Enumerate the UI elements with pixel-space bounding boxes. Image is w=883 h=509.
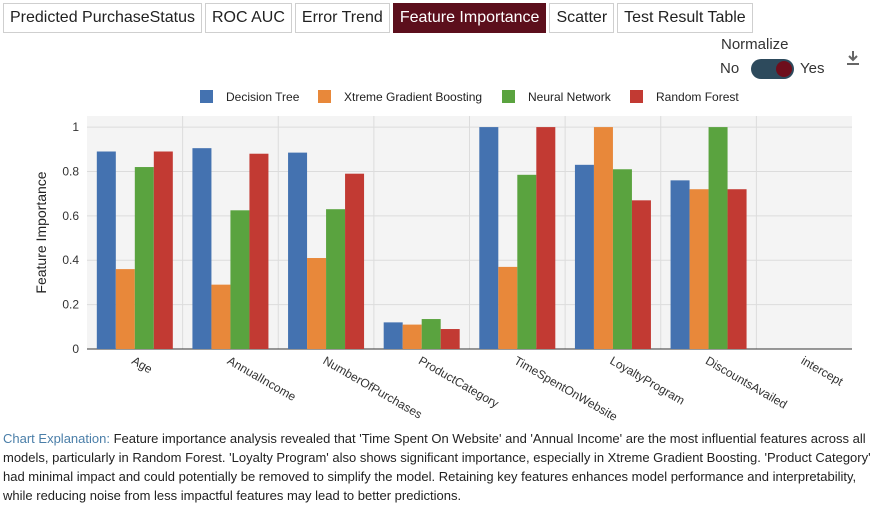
bar xyxy=(421,319,441,349)
bar xyxy=(670,180,690,349)
tab-error-trend[interactable]: Error Trend xyxy=(294,3,390,33)
bar xyxy=(612,169,632,349)
bar xyxy=(249,153,269,349)
tab-roc-auc[interactable]: ROC AUC xyxy=(205,3,292,33)
y-tick-label: 0.4 xyxy=(62,253,79,267)
bar xyxy=(593,127,613,349)
y-tick-label: 0.6 xyxy=(62,209,79,223)
toggle-knob xyxy=(776,61,792,77)
bar xyxy=(288,152,308,349)
legend-swatch xyxy=(318,90,331,103)
tab-bar: Predicted PurchaseStatus ROC AUC Error T… xyxy=(3,3,756,33)
x-tick-label: LoyaltyProgram xyxy=(607,353,687,407)
bar xyxy=(402,324,422,349)
y-tick-label: 0.2 xyxy=(62,298,79,312)
bar xyxy=(689,189,709,349)
bar xyxy=(479,127,499,349)
bar xyxy=(211,284,231,349)
chart-explanation: Chart Explanation: Feature importance an… xyxy=(3,429,873,505)
bar xyxy=(326,209,346,349)
legend-swatch xyxy=(502,90,515,103)
bar xyxy=(230,210,250,349)
tab-feature-importance[interactable]: Feature Importance xyxy=(392,3,547,33)
tab-scatter[interactable]: Scatter xyxy=(549,3,615,33)
legend-label: Random Forest xyxy=(656,90,739,104)
x-tick-label: intercept xyxy=(799,353,846,388)
bar xyxy=(307,258,327,349)
y-tick-label: 0 xyxy=(72,342,79,356)
normalize-off-label: No xyxy=(720,60,740,77)
bar xyxy=(153,151,173,349)
bar xyxy=(192,148,212,349)
x-tick-label: DiscountsAvailed xyxy=(703,353,790,411)
x-tick-label: TimeSpentOnWebsite xyxy=(512,353,620,424)
legend-label: Neural Network xyxy=(528,90,612,104)
bar xyxy=(345,173,365,349)
bar xyxy=(96,151,116,349)
bar xyxy=(498,266,518,349)
legend-label: Xtreme Gradient Boosting xyxy=(344,90,482,104)
x-tick-label: ProductCategory xyxy=(416,353,501,410)
bar xyxy=(115,269,135,349)
chart-explanation-label: Chart Explanation: xyxy=(3,431,110,446)
tab-predicted-purchasestatus[interactable]: Predicted PurchaseStatus xyxy=(3,3,202,33)
y-tick-label: 1 xyxy=(72,120,79,134)
bar xyxy=(631,200,651,349)
tab-test-result-table[interactable]: Test Result Table xyxy=(617,3,753,33)
download-icon[interactable] xyxy=(846,50,860,66)
bar xyxy=(574,164,594,349)
bar xyxy=(536,127,556,349)
feature-importance-chart: 0 0.2 0.4 0.6 0.8 1 Feature Importance Age Annua… xyxy=(33,90,852,424)
y-axis-title: Feature Importance xyxy=(33,171,49,293)
bar xyxy=(517,174,537,349)
bar xyxy=(383,322,403,349)
bar xyxy=(727,189,747,349)
legend-swatch xyxy=(200,90,213,103)
x-tick-label: Age xyxy=(129,353,155,376)
normalize-on-label: Yes xyxy=(800,60,825,77)
y-tick-label: 0.8 xyxy=(62,164,79,178)
x-tick-label: AnnualIncome xyxy=(225,353,299,404)
normalize-label: Normalize xyxy=(721,36,789,53)
x-tick-label: NumberOfPurchases xyxy=(321,353,425,421)
bar xyxy=(134,167,154,349)
normalize-toggle[interactable] xyxy=(751,59,794,79)
chart-explanation-text: Feature importance analysis revealed tha… xyxy=(3,431,871,503)
bar xyxy=(708,127,728,349)
legend-swatch xyxy=(630,90,643,103)
legend-label: Decision Tree xyxy=(226,90,300,104)
bar xyxy=(440,329,460,349)
